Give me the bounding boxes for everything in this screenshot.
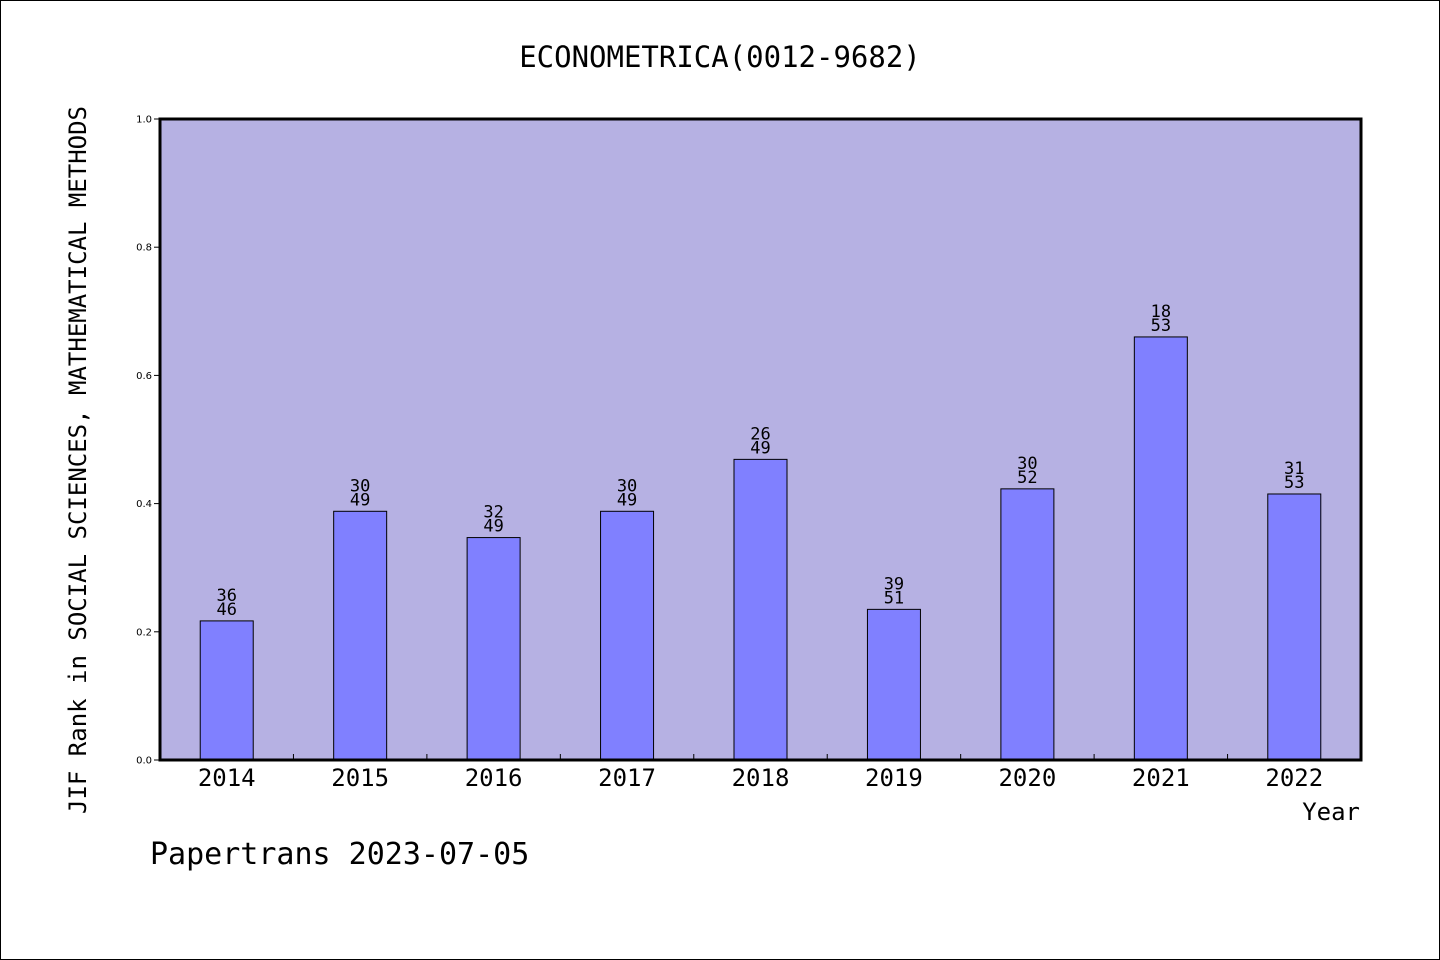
bar-2014	[199, 620, 254, 761]
x-tick-label: 2018	[732, 764, 790, 792]
y-tick-label: 0.4	[136, 499, 152, 510]
bar-rank-label: 30	[1017, 454, 1037, 474]
x-tick-label: 2019	[865, 764, 923, 792]
bar-rank-label: 18	[1151, 302, 1171, 322]
bar-2017	[600, 510, 655, 761]
bar-2019	[866, 608, 921, 761]
x-axis-label: Year	[1302, 798, 1360, 826]
x-tick-label: 2015	[331, 764, 389, 792]
bar-total-label: 53	[1151, 316, 1171, 336]
bar-rank-label: 32	[483, 503, 503, 523]
y-tick-label: 0.0	[136, 756, 152, 767]
chart-title: ECONOMETRICA(0012-9682)	[519, 40, 921, 74]
bar-total-label: 49	[617, 490, 637, 510]
bar-2018	[733, 458, 788, 761]
bar-rank-label: 26	[750, 424, 770, 444]
bar-rank-label: 31	[1284, 459, 1304, 479]
footer-credit: Papertrans 2023-07-05	[150, 837, 529, 872]
x-tick-label: 2016	[465, 764, 523, 792]
x-tick-label: 2017	[598, 764, 656, 792]
y-tick-label: 0.6	[136, 371, 152, 382]
plot-border	[158, 117, 1363, 762]
bar-rank-label: 39	[884, 574, 904, 594]
bar-total-label: 46	[216, 600, 236, 620]
bar-2022	[1267, 493, 1322, 761]
y-axis-label: JIF Rank in SOCIAL SCIENCES, MATHEMATICA…	[64, 106, 92, 814]
bar-total-label: 49	[350, 490, 370, 510]
bar-total-label: 49	[750, 438, 770, 458]
bar-2016	[466, 537, 521, 761]
y-tick-label: 0.8	[136, 243, 152, 254]
bar-total-label: 49	[483, 517, 503, 537]
x-tick-label: 2021	[1132, 764, 1190, 792]
bar-2015	[333, 510, 388, 761]
y-tick-label: 0.2	[136, 627, 152, 638]
bar-2021	[1133, 336, 1188, 761]
x-tick-label: 2014	[198, 764, 256, 792]
y-tick-label: 1.0	[136, 115, 152, 126]
x-tick-label: 2020	[998, 764, 1056, 792]
bar-rank-label: 30	[617, 476, 637, 496]
bar-rank-label: 30	[350, 476, 370, 496]
bar-total-label: 53	[1284, 473, 1304, 493]
bar-2020	[1000, 488, 1055, 761]
bar-total-label: 52	[1017, 468, 1037, 488]
x-tick-label: 2022	[1265, 764, 1323, 792]
bar-rank-label: 36	[216, 586, 236, 606]
bar-total-label: 51	[884, 588, 904, 608]
plot-area: 0.00.20.40.60.81.03646201430492015324920…	[136, 115, 1363, 792]
